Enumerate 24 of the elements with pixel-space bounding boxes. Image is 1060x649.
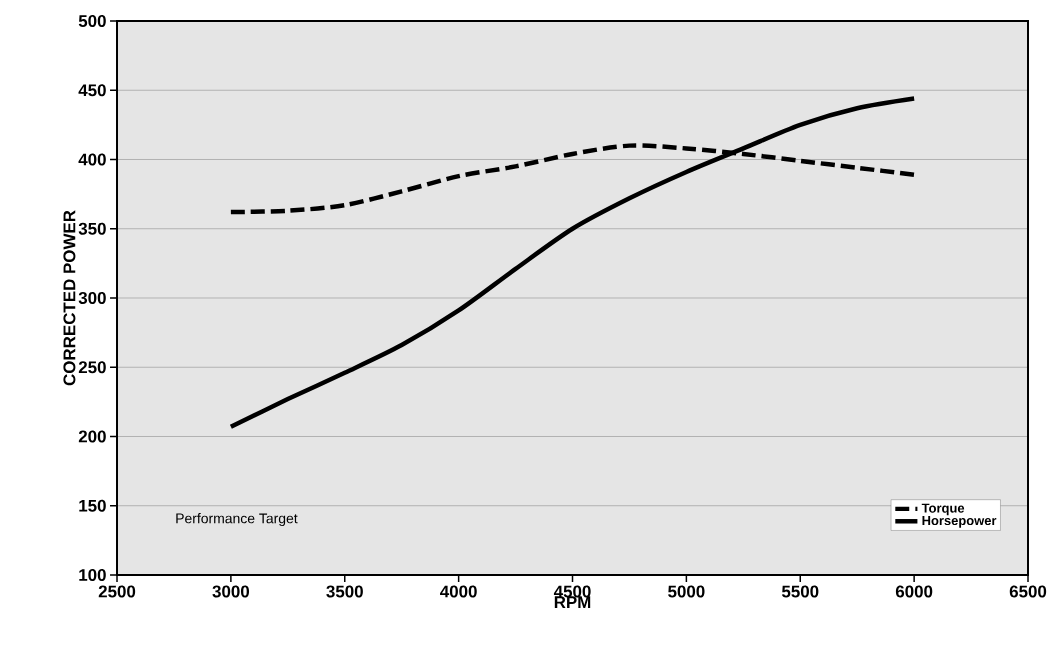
x-tick-label: 5000 xyxy=(668,585,705,598)
legend-label: Torque xyxy=(921,503,965,516)
legend-label: Horsepower xyxy=(922,516,997,528)
x-tick-label: 2500 xyxy=(98,585,136,598)
x-tick-label: 5500 xyxy=(781,585,819,598)
line-series xyxy=(228,96,917,430)
y-tick-label: 400 xyxy=(78,153,106,166)
y-tick-label: 250 xyxy=(78,361,106,374)
y-tick-label: 500 xyxy=(78,14,106,27)
y-tick-label: 200 xyxy=(78,430,106,443)
y-tick-label: 150 xyxy=(79,499,106,512)
y-axis-title: CORRECTED POWER xyxy=(63,210,76,386)
y-tick-label: 300 xyxy=(78,291,106,304)
y-tick-label: 450 xyxy=(78,84,106,97)
y-tick-label: 350 xyxy=(78,222,106,235)
x-tick-label: 3500 xyxy=(326,585,363,598)
x-tick-label: 4000 xyxy=(440,585,477,598)
x-tick-label: 4500 xyxy=(553,585,591,598)
y-tick-label: 100 xyxy=(79,568,106,581)
x-axis-title: RPM xyxy=(554,596,591,609)
x-tick-label: 6000 xyxy=(895,585,933,598)
x-tick-label: 3000 xyxy=(212,585,250,598)
x-tick-label: 6500 xyxy=(1009,585,1047,598)
annotation: Performance Target xyxy=(176,513,298,527)
